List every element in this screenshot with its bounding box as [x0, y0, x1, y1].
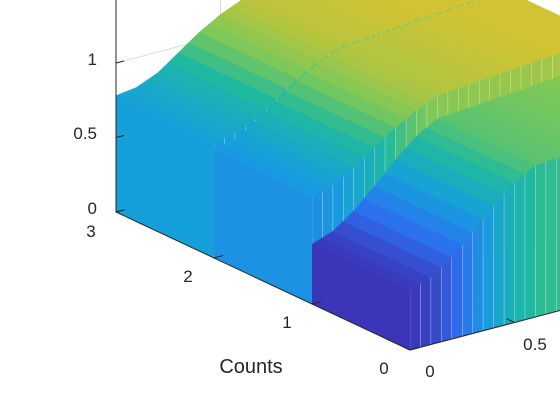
z-tick-label-0: 0	[88, 199, 97, 218]
front-face-segment	[545, 157, 557, 315]
counts-tick-label-3: 3	[86, 222, 95, 241]
counts-axis-tick-1	[311, 301, 322, 305]
front-face-segment	[430, 266, 442, 345]
top-face-segment	[453, 5, 560, 56]
top-face-segment	[488, 96, 560, 135]
top-face-segment	[468, 104, 560, 152]
counts-axis-tick-0	[409, 347, 420, 351]
counts-axis-tick-2	[213, 255, 224, 259]
surface-strip-counts-1	[311, 75, 560, 351]
front-face-segment	[472, 218, 484, 334]
top-face-segment	[520, 85, 560, 109]
front-face-segment	[493, 193, 505, 329]
front-face-segment	[420, 277, 432, 348]
front-face-segment	[451, 244, 463, 340]
counts-tick-label-2: 2	[183, 267, 192, 286]
top-face-segment	[457, 107, 560, 159]
x-axis-tick-0	[401, 345, 411, 351]
front-face-segment	[441, 256, 452, 343]
z-tick-label-2: 1	[88, 50, 97, 69]
surface-layer	[115, 0, 560, 351]
top-face-segment	[507, 0, 560, 25]
top-face-segment	[541, 78, 560, 92]
x-axis-tick-1	[506, 318, 515, 323]
front-face-segment	[535, 161, 547, 318]
front-face-segment	[503, 181, 515, 326]
top-face-segment	[499, 93, 560, 126]
top-face-segment	[458, 0, 473, 3]
top-face-segment	[551, 75, 560, 83]
top-face-segment	[464, 1, 560, 51]
front-face-segment	[462, 231, 473, 337]
top-face-segment	[530, 82, 560, 100]
x-axis-line	[409, 310, 560, 351]
top-face-segment	[488, 0, 560, 34]
z-tick-label-1: 0.5	[73, 124, 97, 143]
front-face-segment	[409, 283, 421, 351]
counts-axis-title: Counts	[219, 356, 282, 378]
front-face-segment	[482, 205, 494, 332]
counts-tick-label-1: 1	[282, 313, 291, 332]
x-tick-label-0: 0	[425, 362, 434, 381]
top-face-segment	[478, 100, 560, 143]
counts-axis-tick-3	[115, 209, 126, 213]
top-face-segment	[474, 0, 560, 42]
top-face-segment	[509, 89, 560, 118]
front-face-segment	[514, 173, 526, 323]
end-cap-face	[312, 244, 410, 350]
x-tick-label-1: 0.5	[523, 335, 547, 354]
counts-tick-label-0: 0	[379, 359, 388, 378]
axes-layer	[115, 0, 560, 351]
counts-axis-line	[115, 211, 411, 351]
z-axis-tick-1	[115, 135, 125, 138]
z-axis-tick-2	[115, 60, 125, 64]
end-cap-face	[116, 95, 214, 258]
front-face-segment	[556, 156, 560, 312]
front-face-segment	[524, 164, 536, 321]
surface-strip-counts-2	[213, 0, 560, 305]
end-cap-face	[214, 150, 312, 304]
